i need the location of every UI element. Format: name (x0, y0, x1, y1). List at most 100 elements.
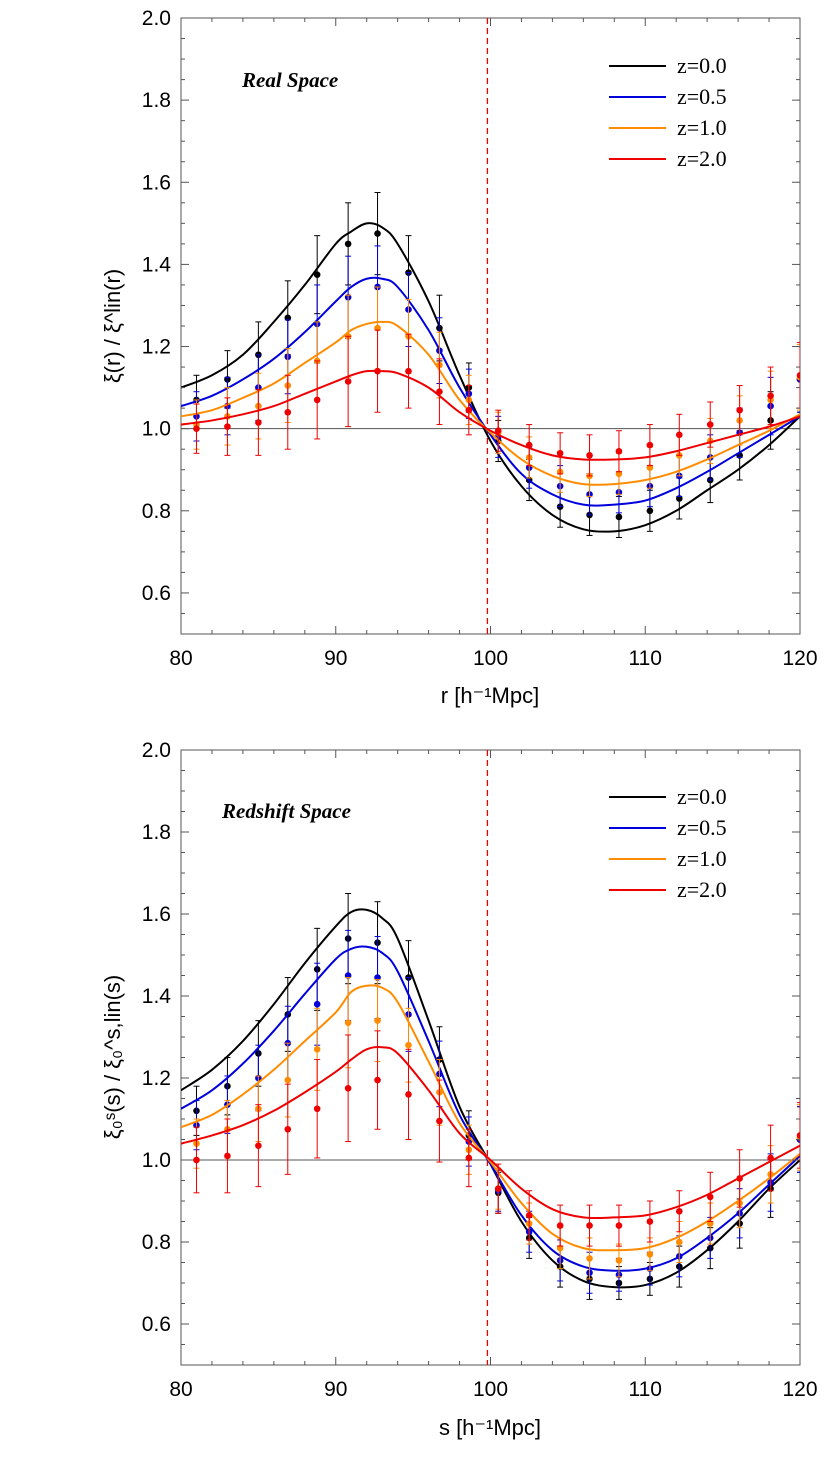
y-tick-label: 0.8 (142, 1231, 171, 1254)
y-tick-label: 1.2 (142, 336, 171, 359)
data-point (767, 392, 774, 400)
chart-real-space: 80 90 100 110 120 0.6 0.8 1.0 1.2 1.4 1.6 1.8 2.0 r… (100, 7, 818, 708)
data-point (706, 421, 714, 428)
data-point (615, 513, 623, 521)
x-axis-title: r [h⁻¹Mpc] (441, 683, 539, 708)
data-point (405, 1041, 412, 1049)
data-point (284, 1076, 292, 1084)
data-point (344, 378, 352, 385)
legend-label: z=0.5 (677, 84, 727, 109)
series-curve (181, 1045, 800, 1220)
data-point (193, 1156, 200, 1164)
data-point (706, 1193, 714, 1201)
legend-label: z=0.0 (677, 53, 727, 78)
data-point (796, 371, 800, 379)
y-axis-title: ξ(r) / ξ^lin(r) (100, 269, 125, 383)
chart-redshift-space: 80 90 100 110 120 0.6 0.8 1.0 1.2 1.4 1.6 1.8 2.0 s… (100, 739, 818, 1440)
y-tick-label: 2.0 (142, 7, 171, 30)
series-curve (181, 945, 800, 1272)
data-point (344, 1019, 352, 1026)
y-tick-label: 1.4 (142, 985, 172, 1008)
y-tick-label: 1.6 (142, 171, 171, 194)
data-point (255, 419, 262, 426)
x-tick-label: 100 (473, 1378, 508, 1401)
data-point (615, 447, 623, 455)
panel-label-real-space: Real Space (241, 68, 338, 92)
series-z=2.0 (181, 329, 800, 477)
data-point (224, 1152, 231, 1160)
y-axis-title: ξ₀ˢ(s) / ξ₀^s,lin(s) (100, 975, 125, 1140)
data-point (767, 1154, 774, 1162)
series-curve (181, 276, 800, 507)
data-point (374, 367, 381, 375)
data-point (313, 1000, 321, 1008)
x-tick-label: 110 (629, 647, 662, 670)
data-point (436, 388, 443, 396)
data-point (284, 1125, 292, 1133)
y-tick-label: 0.6 (142, 582, 171, 605)
y-tick-label: 1.6 (142, 903, 171, 926)
data-point (255, 1142, 262, 1149)
data-point (675, 1238, 683, 1246)
data-point (494, 1185, 502, 1192)
x-tick-label: 120 (782, 647, 817, 670)
legend-label: z=1.0 (677, 115, 727, 140)
data-point (736, 1175, 743, 1182)
series-curve (181, 984, 800, 1252)
series-z=0.0 (181, 192, 800, 538)
plot-frame (180, 17, 801, 635)
data-point (556, 1222, 564, 1229)
data-point (374, 1017, 381, 1024)
series-curve (181, 908, 800, 1289)
data-point (405, 367, 412, 375)
data-point (313, 396, 321, 404)
data-point (224, 423, 231, 430)
y-tick-label: 1.0 (142, 1149, 171, 1172)
legend-label: z=1.0 (677, 846, 727, 871)
series-curve (181, 369, 800, 461)
legend-label: z=0.5 (677, 815, 727, 840)
data-point (344, 1084, 352, 1092)
series-z=2.0 (181, 1030, 800, 1247)
data-point (193, 425, 200, 432)
data-point (465, 406, 473, 414)
data-point (646, 507, 654, 515)
data-point (736, 406, 743, 414)
series-curve (181, 320, 800, 486)
x-tick-label: 120 (782, 1378, 817, 1401)
data-point (374, 230, 381, 237)
y-tick-label: 1.4 (142, 253, 172, 276)
data-point (556, 450, 564, 457)
y-tick-label: 2.0 (142, 739, 171, 762)
data-point (646, 441, 654, 449)
data-point (646, 1251, 654, 1258)
y-tick-label: 0.6 (142, 1313, 171, 1336)
y-tick-label: 0.8 (142, 500, 171, 523)
series-z=1.0 (181, 977, 800, 1280)
data-point (675, 431, 683, 439)
data-point (796, 1132, 800, 1139)
x-tick-label: 80 (169, 1378, 192, 1401)
data-point (675, 1207, 683, 1215)
data-point (284, 408, 292, 416)
data-point (374, 1076, 381, 1084)
x-tick-label: 100 (473, 647, 508, 670)
data-point (586, 1222, 593, 1229)
y-tick-label: 1.8 (142, 89, 171, 112)
data-point (615, 1222, 623, 1229)
y-tick-label: 1.0 (142, 418, 171, 441)
x-axis-title: s [h⁻¹Mpc] (439, 1415, 541, 1440)
data-point (525, 441, 533, 449)
x-tick-label: 90 (324, 647, 347, 670)
legend: z=0.0 z=0.5 z=1.0 z=2.0 (609, 53, 727, 171)
data-point (313, 1046, 321, 1053)
plot-frame (180, 749, 801, 1366)
y-tick-label: 1.8 (142, 821, 171, 844)
data-point (405, 1091, 412, 1098)
x-tick-label: 90 (324, 1378, 347, 1401)
data-point (494, 427, 502, 435)
data-point (586, 1255, 593, 1262)
y-tick-label: 1.2 (142, 1067, 171, 1090)
data-point (525, 1212, 533, 1219)
